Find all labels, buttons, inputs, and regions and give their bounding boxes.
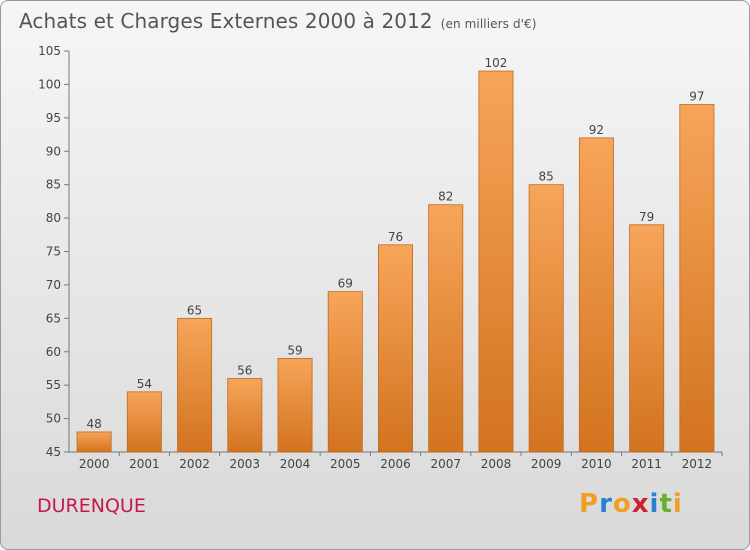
bar-value-label: 69 (338, 277, 353, 291)
x-tick-label: 2011 (631, 457, 662, 471)
bar-value-label: 54 (137, 377, 152, 391)
bar-value-label: 82 (438, 190, 453, 204)
y-tick-label: 75 (46, 245, 61, 259)
logo-letter: r (599, 489, 613, 519)
x-tick-label: 2005 (330, 457, 361, 471)
logo-letter: i (672, 489, 683, 519)
proxiti-logo[interactable]: Proxiti (579, 489, 683, 519)
chart-title: Achats et Charges Externes 2000 à 2012 (e… (19, 9, 537, 33)
logo-letter: o (612, 489, 632, 519)
x-tick-label: 2003 (230, 457, 261, 471)
bar-value-label: 48 (86, 417, 101, 431)
y-tick-label: 90 (46, 144, 61, 158)
bar (227, 378, 263, 453)
city-name: DURENQUE (37, 495, 146, 517)
logo-letter: i (649, 489, 660, 519)
y-tick-label: 50 (46, 412, 61, 426)
bar-value-label: 102 (485, 56, 508, 70)
y-tick-label: 105 (38, 44, 61, 58)
value-labels: 48 54 65 56 59 69 76 82 102 85 92 79 97 (86, 56, 704, 431)
x-tick-label: 2010 (581, 457, 612, 471)
x-tick-label: 2008 (481, 457, 512, 471)
logo-letter: t (659, 489, 673, 519)
bar (428, 204, 464, 453)
y-tick-label: 100 (38, 77, 61, 91)
bar (177, 317, 213, 453)
bar-value-label: 59 (287, 343, 302, 357)
y-tick-label: 45 (46, 445, 61, 459)
logo-letter: P (579, 489, 600, 519)
y-axis: 45 50 55 60 65 70 75 80 85 90 95 100 105 (38, 44, 70, 459)
x-tick-label: 2000 (79, 457, 110, 471)
bar (629, 224, 665, 453)
bar-value-label: 85 (539, 170, 554, 184)
bar (679, 104, 715, 453)
chart-title-text: Achats et Charges Externes 2000 à 2012 (19, 9, 433, 33)
logo-letter: x (631, 489, 650, 519)
x-tick-label: 2004 (280, 457, 311, 471)
y-tick-label: 55 (46, 378, 61, 392)
bar (277, 358, 313, 453)
x-axis: 2000 2001 2002 2003 2004 2005 2006 2007 2008 2009… (69, 451, 723, 471)
y-tick-label: 95 (46, 111, 61, 125)
x-tick-label: 2012 (682, 457, 713, 471)
bar (126, 391, 162, 453)
y-tick-label: 65 (46, 311, 61, 325)
x-tick-label: 2006 (380, 457, 411, 471)
bar-value-label: 76 (388, 230, 403, 244)
y-tick-label: 70 (46, 278, 61, 292)
bars (76, 70, 715, 453)
chart-unit: (en milliers d'€) (440, 17, 537, 31)
x-tick-label: 2009 (531, 457, 562, 471)
x-tick-label: 2007 (430, 457, 461, 471)
bar (478, 70, 514, 453)
bar (76, 431, 112, 453)
bar-value-label: 56 (237, 363, 252, 377)
y-tick-label: 85 (46, 178, 61, 192)
bar-value-label: 92 (589, 123, 604, 137)
y-tick-label: 60 (46, 345, 61, 359)
bar-value-label: 79 (639, 210, 654, 224)
bar-value-label: 65 (187, 303, 202, 317)
bar (378, 244, 413, 453)
bar (528, 184, 564, 453)
bar (578, 137, 614, 453)
x-tick-label: 2001 (129, 457, 160, 471)
x-tick-label: 2002 (179, 457, 210, 471)
bar-value-label: 97 (689, 89, 704, 103)
bar (327, 291, 363, 453)
y-tick-label: 80 (46, 211, 61, 225)
